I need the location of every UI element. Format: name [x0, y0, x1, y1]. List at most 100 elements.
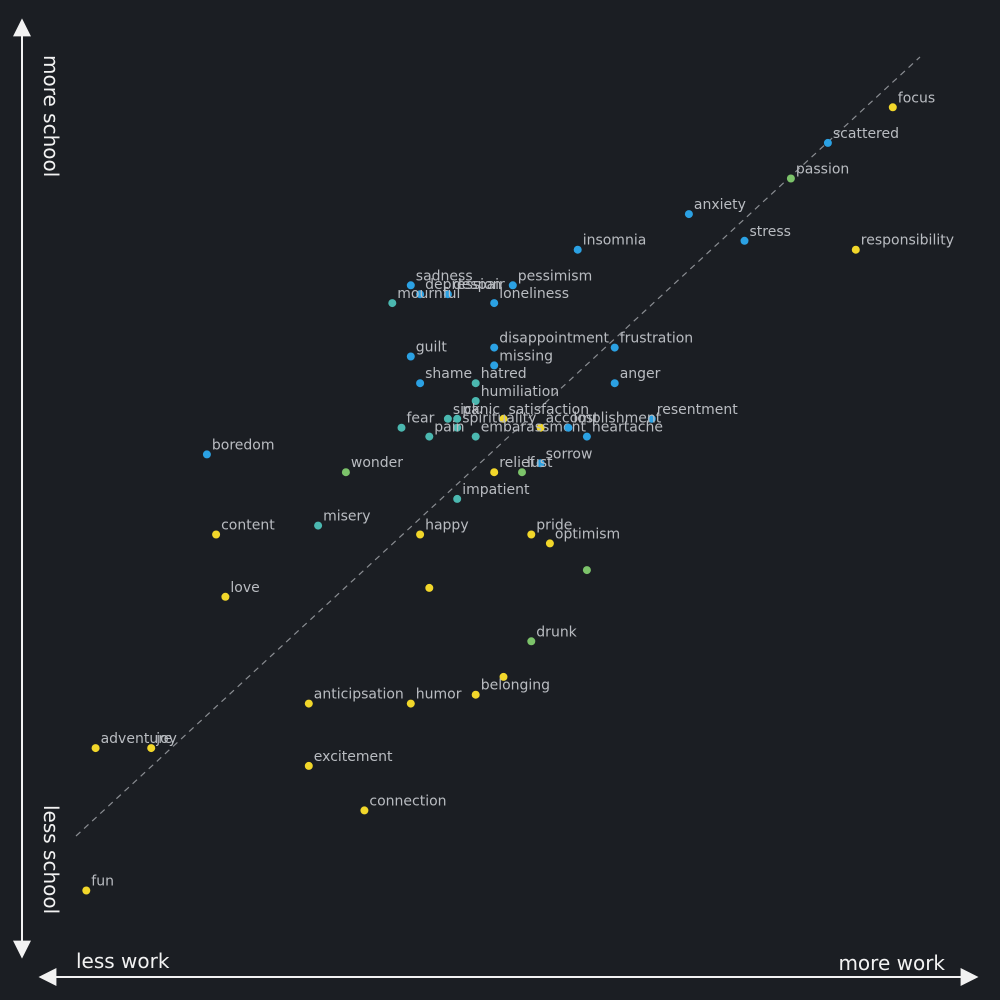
point-label: frustration — [620, 331, 694, 347]
point-label: pessimism — [518, 268, 592, 284]
scatter-point-wonder — [341, 468, 350, 477]
point-label: love — [230, 580, 259, 596]
scatter-point-lost — [564, 423, 573, 432]
point-label: anxiety — [694, 197, 746, 213]
point-label: depression — [425, 277, 501, 293]
point-label: disappointment — [499, 331, 609, 347]
scatter-point-resentment — [647, 414, 656, 423]
scatter-point-despair — [443, 290, 452, 299]
scatter-point-sadness — [406, 281, 415, 290]
point-label: stress — [750, 224, 791, 240]
point-label: lust — [527, 455, 553, 471]
scatter-point-lust — [518, 468, 526, 477]
scatter-point-focus — [888, 103, 897, 112]
point-label: sick — [453, 402, 481, 418]
x-low-label: less work — [76, 949, 170, 973]
scatter-point-fear — [397, 423, 406, 432]
point-label: lost — [573, 411, 599, 427]
point-label: pain — [434, 420, 464, 436]
x-high-label: more work — [838, 951, 945, 975]
point-label: impatient — [462, 482, 530, 498]
scatter-point-stress — [740, 236, 749, 245]
point-label: shame — [425, 366, 472, 382]
point-label: content — [221, 518, 275, 534]
scatter-point-responsibility — [851, 245, 860, 254]
point-label: sadness — [416, 268, 473, 284]
scatter-point-love — [221, 592, 230, 601]
scatter-point-misery — [314, 521, 323, 530]
point-label: pride — [536, 518, 572, 534]
scatter-point-belonging — [471, 690, 480, 699]
scatter-point-mournful — [388, 299, 397, 308]
point-label: relief — [499, 455, 535, 471]
scatter-point-insomnia — [573, 245, 582, 254]
scatter-point-adventure — [91, 744, 100, 753]
scatter-point-connection — [360, 806, 369, 815]
y-high-label: more school — [39, 55, 63, 177]
point-label: belonging — [481, 678, 550, 694]
scatter-point-content — [212, 530, 221, 539]
point-label: wonder — [351, 455, 403, 471]
point-label: anticipsation — [314, 687, 404, 703]
point-label: adventure — [101, 731, 173, 747]
point-label: resentment — [657, 402, 738, 418]
point-label: happy — [425, 518, 469, 534]
scatter-point-panic — [453, 414, 462, 423]
point-label: passion — [796, 162, 849, 178]
scatter-point-passion — [786, 174, 795, 183]
point-label: heartache — [592, 420, 663, 436]
point-label: anger — [620, 366, 661, 382]
point-label: responsibility — [861, 233, 954, 249]
scatter-point-spirituality — [453, 423, 462, 432]
point-label: boredom — [212, 437, 275, 453]
scatter-point-satisfaction — [499, 414, 508, 423]
point-label: satisfaction — [509, 402, 590, 418]
scatter-point-humor — [406, 699, 415, 708]
scatter-point-happy — [416, 530, 425, 539]
point-label: hatred — [481, 366, 527, 382]
scatter-point-sorrow — [536, 459, 545, 468]
point-label: scattered — [833, 126, 899, 142]
scatter-point-anger — [610, 379, 619, 388]
scatter-point-drunk — [527, 637, 536, 646]
scatter-point-hatred — [471, 379, 480, 388]
point-label: mournful — [397, 286, 460, 302]
point-label: embarassment — [481, 420, 587, 436]
point-label: fun — [91, 874, 114, 890]
scatter-point-impatient — [453, 494, 462, 503]
point-label: connection — [369, 793, 446, 809]
point-label: drunk — [536, 624, 577, 640]
point-label: humiliation — [481, 384, 559, 400]
scatter-point-sick — [443, 414, 452, 423]
scatter-point-frustration — [610, 343, 619, 352]
point-label: focus — [898, 90, 935, 106]
point-label: excitement — [314, 749, 393, 765]
point-label: joy — [155, 731, 177, 747]
point-label: guilt — [416, 340, 448, 356]
diagonal-reference-line — [75, 56, 921, 837]
scatter-point — [582, 566, 591, 575]
point-label: fear — [407, 411, 435, 427]
scatter-point-pessimism — [508, 281, 517, 290]
scatter-point-optimism — [545, 539, 554, 548]
point-label: accomplishment — [546, 411, 662, 427]
point-label: insomnia — [583, 233, 647, 249]
scatter-point-pride — [527, 530, 536, 539]
scatter-point-shame — [416, 379, 425, 388]
scatter-point-anxiety — [684, 210, 693, 219]
scatter-point-disappointment — [490, 343, 499, 352]
scatter-point-fun — [82, 886, 91, 895]
scatter-point-depression — [416, 290, 425, 299]
y-low-label: less school — [39, 805, 63, 914]
scatter-point — [499, 672, 508, 681]
point-label: optimism — [555, 526, 620, 542]
scatter-point-heartache — [582, 432, 591, 441]
point-label: humor — [416, 687, 462, 703]
scatter-point-pain — [425, 432, 434, 441]
scatter-point-scattered — [823, 138, 832, 147]
scatter-point-boredom — [202, 450, 211, 459]
point-label: spirituality — [462, 411, 536, 427]
scatter-point-anticipsation — [304, 699, 313, 708]
